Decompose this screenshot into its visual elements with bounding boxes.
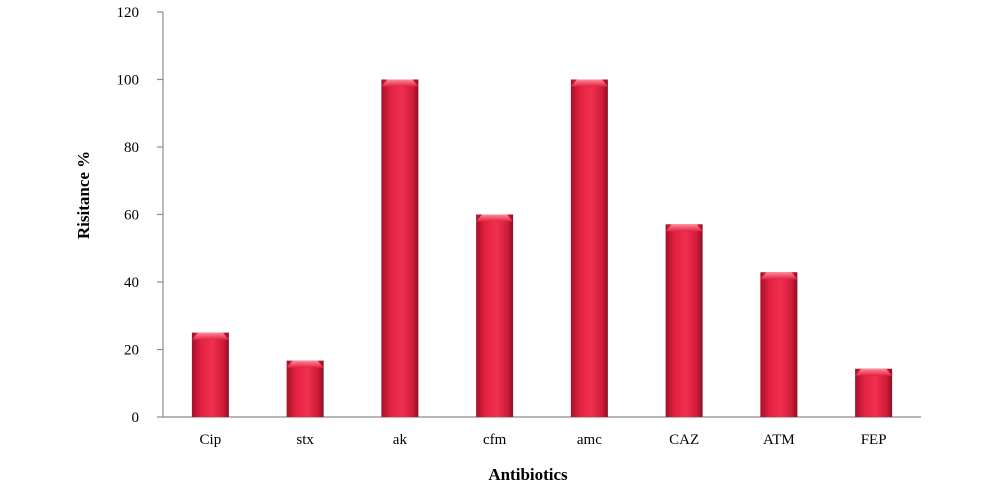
y-tick-label: 100 xyxy=(117,73,140,89)
y-tick-label: 0 xyxy=(132,410,140,426)
bar-cap xyxy=(286,360,324,368)
x-tick-label: stx xyxy=(296,432,314,448)
bar-ak xyxy=(381,79,419,417)
bar-body xyxy=(191,332,229,417)
x-axis-title: Antibiotics xyxy=(488,465,568,484)
bar-body xyxy=(570,79,608,417)
bar-cap xyxy=(665,224,703,232)
bar-FEP xyxy=(855,368,893,417)
bar-body xyxy=(855,368,893,417)
x-tick-label: ak xyxy=(393,432,408,448)
y-axis-title: Risitance % xyxy=(74,151,93,239)
bar-cap xyxy=(476,214,514,222)
bar-ATM xyxy=(760,272,798,417)
bar-cap xyxy=(381,79,419,87)
bar-CAZ xyxy=(665,224,703,417)
x-tick-label: ATM xyxy=(763,432,795,448)
x-tick-label: CAZ xyxy=(669,432,699,448)
bar-cap xyxy=(191,332,229,340)
x-tick-label: Cip xyxy=(200,432,222,448)
tick-labels: 0 20 40 60 80 100 120 Cip stx ak cfm amc CAZ ATM FEP xyxy=(117,5,887,448)
bar-body xyxy=(286,360,324,417)
bars xyxy=(191,79,893,417)
bar-cap xyxy=(760,272,798,280)
bar-cap xyxy=(570,79,608,87)
x-tick-label: FEP xyxy=(861,432,887,448)
bar-cfm xyxy=(476,214,514,417)
x-tick-label: cfm xyxy=(483,432,507,448)
axes xyxy=(157,11,921,418)
bar-amc xyxy=(570,79,608,417)
y-tick-label: 20 xyxy=(124,343,139,359)
bar-body xyxy=(760,272,798,417)
bar-stx xyxy=(286,360,324,417)
y-tick-label: 120 xyxy=(117,5,140,21)
bar-cap xyxy=(855,368,893,376)
bar-body xyxy=(476,214,514,417)
bar-body xyxy=(665,224,703,417)
bar-body xyxy=(381,79,419,417)
y-tick-label: 80 xyxy=(124,140,139,156)
x-tick-label: amc xyxy=(577,432,602,448)
y-tick-label: 40 xyxy=(124,275,139,291)
y-tick-label: 60 xyxy=(124,208,139,224)
bar-Cip xyxy=(191,332,229,417)
